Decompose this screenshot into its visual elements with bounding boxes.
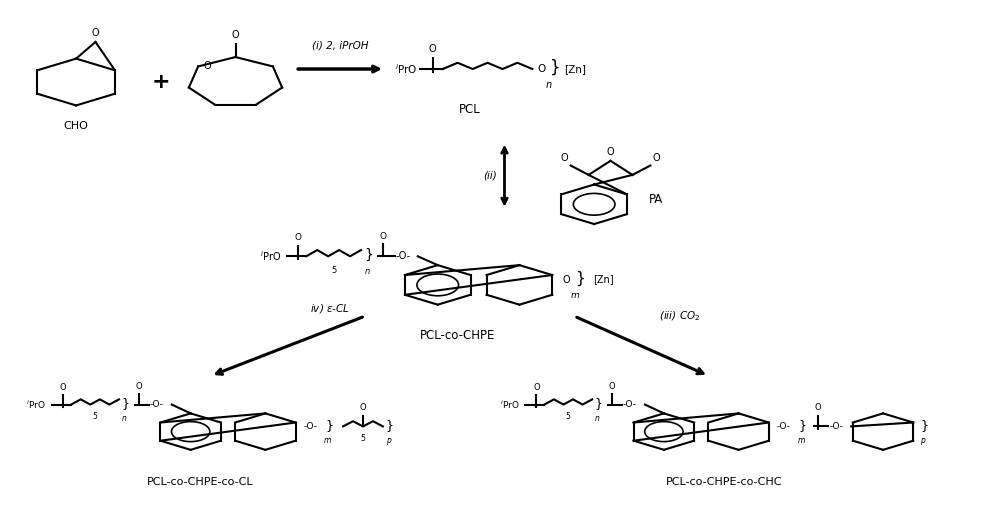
Text: O: O (60, 382, 67, 392)
Text: -O-: -O- (776, 422, 790, 431)
Text: }: } (325, 419, 333, 432)
Text: O: O (537, 64, 545, 74)
Text: O: O (815, 403, 821, 412)
Text: 5: 5 (565, 412, 570, 422)
Text: O: O (295, 233, 302, 242)
Text: O: O (203, 62, 211, 72)
Text: -O-: -O- (304, 422, 318, 431)
Text: O: O (232, 30, 240, 40)
Text: $^{i}$PrO: $^{i}$PrO (500, 399, 519, 411)
Text: O: O (652, 153, 660, 164)
Text: -O-: -O- (623, 400, 637, 409)
Text: $^{i}$PrO: $^{i}$PrO (395, 62, 418, 76)
Text: }: } (550, 59, 560, 76)
Text: O: O (136, 381, 142, 391)
Text: 5: 5 (93, 412, 98, 422)
Text: +: + (152, 72, 170, 92)
Text: }: } (121, 397, 129, 410)
Text: O: O (606, 146, 614, 157)
Text: }: } (594, 397, 602, 410)
Text: (ii): (ii) (483, 170, 497, 180)
Text: }: } (798, 419, 806, 432)
Text: }: } (364, 248, 373, 262)
Text: O: O (429, 44, 437, 54)
Text: m: m (570, 291, 579, 300)
Text: O: O (360, 403, 367, 412)
Text: -O-: -O- (150, 400, 164, 409)
Text: $^{i}$PrO: $^{i}$PrO (26, 399, 46, 411)
Text: O: O (92, 28, 99, 38)
Text: }: } (575, 271, 585, 286)
Text: PCL-co-CHPE-co-CL: PCL-co-CHPE-co-CL (147, 477, 254, 487)
Text: O: O (562, 275, 569, 285)
Text: }: } (385, 419, 393, 432)
Text: O: O (533, 382, 539, 392)
Text: m: m (324, 436, 332, 445)
Text: 5: 5 (361, 434, 366, 443)
Text: n: n (122, 414, 127, 423)
Text: n: n (545, 81, 551, 90)
Text: (i) 2, iPrOH: (i) 2, iPrOH (312, 41, 369, 51)
Text: PCL-co-CHPE-co-CHC: PCL-co-CHPE-co-CHC (665, 477, 782, 487)
Text: $^{i}$PrO: $^{i}$PrO (261, 249, 282, 263)
Text: -O-: -O- (396, 251, 411, 262)
Text: PCL: PCL (459, 103, 481, 116)
Text: O: O (608, 381, 615, 391)
Text: (iii) CO$_2$: (iii) CO$_2$ (659, 309, 700, 323)
Text: [Zn]: [Zn] (564, 64, 586, 74)
Text: 5: 5 (331, 266, 337, 275)
Text: PCL-co-CHPE: PCL-co-CHPE (420, 329, 496, 342)
Text: iv) $\varepsilon$-CL: iv) $\varepsilon$-CL (311, 302, 351, 315)
Text: PA: PA (649, 192, 663, 206)
Text: O: O (380, 232, 387, 241)
Text: }: } (921, 419, 929, 432)
Text: p: p (386, 436, 391, 445)
Text: m: m (797, 436, 805, 445)
Text: p: p (920, 436, 925, 445)
Text: O: O (560, 153, 568, 164)
Text: CHO: CHO (64, 121, 89, 131)
Text: n: n (595, 414, 600, 423)
Text: n: n (365, 267, 371, 276)
Text: -O-: -O- (829, 422, 843, 431)
Text: [Zn]: [Zn] (593, 274, 613, 283)
